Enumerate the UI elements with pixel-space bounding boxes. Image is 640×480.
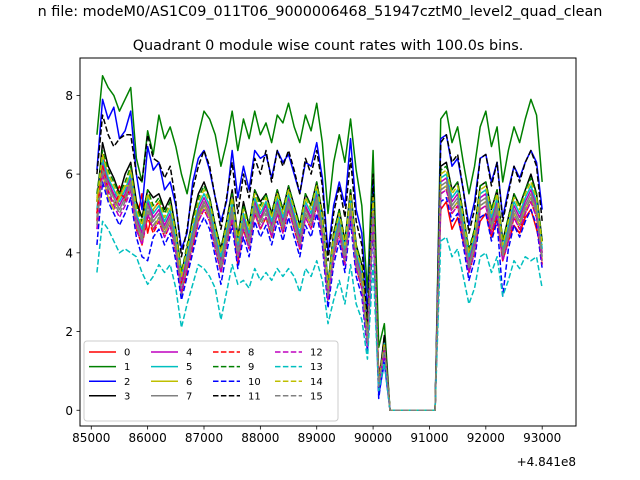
chart-title: Quadrant 0 module wise count rates with …: [133, 38, 524, 54]
legend-label-3: 3: [124, 391, 130, 402]
y-tick-label: 8: [65, 89, 73, 103]
legend-label-1: 1: [124, 362, 130, 373]
series-line-15: [96, 169, 543, 412]
series-line-1: [96, 74, 543, 412]
y-tick-label: 0: [65, 404, 73, 418]
y-tick-label: 4: [65, 246, 73, 260]
series-line-14: [96, 153, 543, 412]
series-line-11: [96, 114, 543, 412]
series-line-13: [96, 220, 543, 412]
plot-frame: [79, 57, 577, 427]
x-axis: 85000 86000 87000 88000 89000 90000 91000 92000…: [72, 426, 561, 445]
x-tick-label: 92000: [467, 431, 505, 445]
x-tick-label: 91000: [410, 431, 448, 445]
legend-box: [83, 340, 339, 422]
y-axis: 0 2 4 6 8: [65, 89, 80, 418]
y-tick-label: 6: [65, 168, 73, 182]
x-tick-label: 88000: [241, 431, 279, 445]
x-tick-label: 87000: [185, 431, 223, 445]
x-offset-label: +4.841e8: [517, 455, 576, 469]
legend-label-8: 8: [248, 348, 254, 359]
legend-label-12: 12: [310, 348, 323, 359]
legend-label-6: 6: [186, 377, 192, 388]
legend-label-4: 4: [186, 348, 192, 359]
legend-label-7: 7: [186, 391, 192, 402]
y-tick-label: 2: [65, 325, 73, 339]
legend-label-5: 5: [186, 362, 192, 373]
series-lines: [96, 74, 543, 412]
legend-label-0: 0: [124, 348, 130, 359]
x-tick-label: 89000: [298, 431, 336, 445]
x-tick-label: 85000: [72, 431, 110, 445]
legend-label-15: 15: [310, 391, 323, 402]
legend-label-11: 11: [248, 391, 261, 402]
figure-suptitle: n file: modeM0/AS1C09_011T06_9000006468_…: [38, 4, 603, 20]
legend-label-10: 10: [248, 377, 261, 388]
x-tick-label: 90000: [354, 431, 392, 445]
x-tick-label: 93000: [523, 431, 561, 445]
legend-label-14: 14: [310, 377, 323, 388]
x-tick-label: 86000: [129, 431, 167, 445]
legend-label-9: 9: [248, 362, 254, 373]
series-line-10: [96, 181, 543, 412]
series-line-2: [96, 98, 543, 412]
legend-label-13: 13: [310, 362, 323, 373]
legend-label-2: 2: [124, 377, 130, 388]
